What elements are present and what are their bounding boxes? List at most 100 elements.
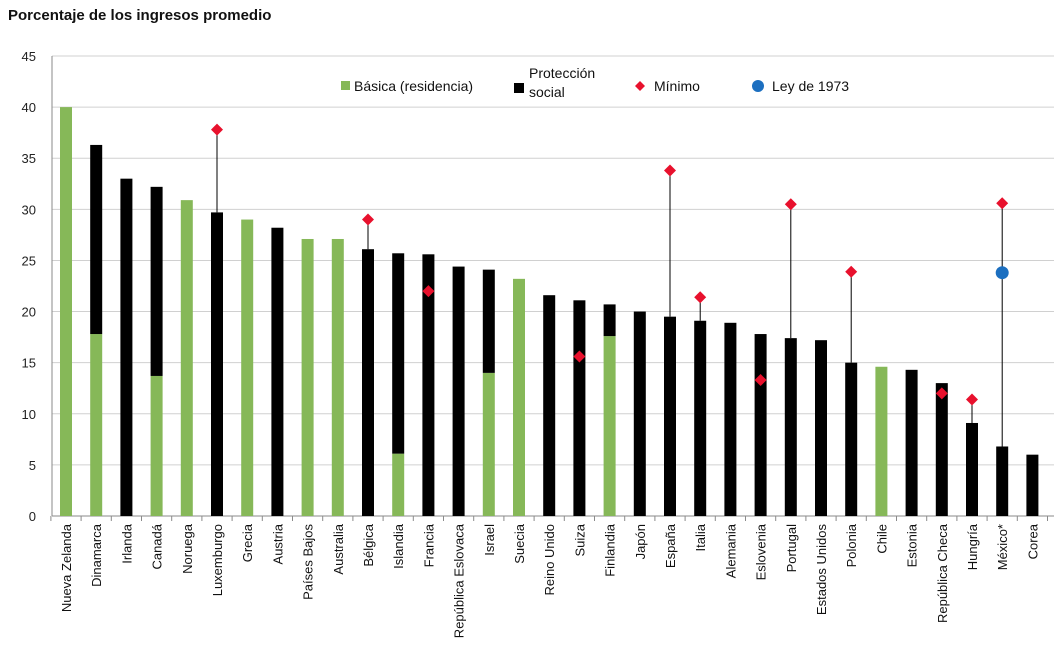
bar-proteccion (845, 363, 857, 516)
x-category-label: Australia (331, 523, 346, 574)
x-category-label: Austria (270, 523, 285, 564)
bar-proteccion (936, 383, 948, 516)
legend-swatch-proteccion (514, 83, 524, 93)
minimo-marker (996, 197, 1008, 209)
x-category-label: Alemania (723, 523, 738, 578)
x-category-label: Polonia (844, 523, 859, 567)
bar-basica (151, 376, 163, 516)
x-category-label: Nueva Zelanda (59, 523, 74, 612)
y-tick-label: 45 (22, 49, 36, 64)
bar-proteccion (785, 338, 797, 516)
x-category-label: Noruega (180, 523, 195, 574)
y-tick-label: 35 (22, 151, 36, 166)
y-axis-ticks: 0 5 10 15 20 25 30 35 40 45 (22, 49, 36, 524)
y-tick-label: 10 (22, 407, 36, 422)
minimo-marker (845, 266, 857, 278)
minimo-marker (362, 214, 374, 226)
bar-basica (241, 220, 253, 516)
x-category-label: Irlanda (119, 523, 134, 564)
x-category-label: República Checa (935, 523, 950, 623)
x-category-label: Portugal (784, 524, 799, 573)
bar-proteccion (755, 334, 767, 516)
bar-basica (513, 279, 525, 516)
legend-label-proteccion-line1: Protección (529, 65, 595, 81)
y-tick-label: 5 (29, 458, 36, 473)
bar-basica (392, 454, 404, 516)
bar-proteccion (573, 300, 585, 516)
bar-proteccion (966, 423, 978, 516)
bar-basica (332, 239, 344, 516)
bar-basica (181, 200, 193, 516)
x-category-label: Dinamarca (89, 523, 104, 587)
bar-proteccion (694, 321, 706, 516)
legend-label-basica: Básica (residencia) (354, 78, 473, 94)
x-axis-categories: Nueva Zelanda Dinamarca Irlanda Canadá Norue… (59, 523, 1054, 638)
x-category-label: Suiza (572, 523, 587, 556)
bar-proteccion (815, 340, 827, 516)
bar-proteccion (271, 228, 283, 516)
x-category-label: Países Bajos (301, 524, 316, 600)
bar-proteccion (664, 317, 676, 516)
x-category-label: España (663, 523, 678, 568)
minimo-marker (664, 164, 676, 176)
legend-label-proteccion: Protección social (529, 65, 595, 100)
x-category-label: Israel (482, 524, 497, 556)
legend-label-proteccion-line2: social (529, 84, 565, 100)
x-category-label: Finlandia (603, 523, 618, 577)
x-category-label: Hungría (965, 523, 980, 570)
y-tick-label: 30 (22, 202, 36, 217)
x-category-label: Canadá (150, 523, 165, 569)
bar-proteccion (453, 267, 465, 516)
minimo-marker (966, 393, 978, 405)
bar-basica (302, 239, 314, 516)
legend-label-minimo: Mínimo (654, 78, 700, 94)
x-category-label: Luxemburgo (210, 524, 225, 596)
bar-proteccion (90, 145, 102, 334)
x-category-label: Grecia (240, 523, 255, 562)
y-tick-label: 15 (22, 356, 36, 371)
legend-swatch-ley1973 (752, 80, 764, 92)
x-category-label: Islandia (391, 523, 406, 569)
bar-proteccion (151, 187, 163, 376)
minimo-marker (211, 124, 223, 136)
y-tick-label: 25 (22, 253, 36, 268)
legend: Básica (residencia) Protección social Mínim… (341, 65, 849, 100)
bar-proteccion (483, 270, 495, 373)
bar-proteccion (1026, 455, 1038, 516)
legend-label-ley1973: Ley de 1973 (772, 78, 849, 94)
y-tick-label: 40 (22, 100, 36, 115)
x-category-label: Estonia (905, 523, 920, 567)
bar-basica (875, 367, 887, 516)
bar-proteccion (634, 312, 646, 516)
bar-proteccion (996, 446, 1008, 516)
x-category-label: República Eslovaca (452, 523, 467, 638)
bar-basica (604, 336, 616, 516)
x-category-label: Bélgica (361, 523, 376, 566)
minimo-marker (785, 198, 797, 210)
bar-proteccion (543, 295, 555, 516)
y-tick-label: 0 (29, 509, 36, 524)
bar-proteccion (392, 253, 404, 453)
x-category-label: Eslovenia (754, 523, 769, 580)
x-category-label: México* (995, 524, 1010, 570)
ley-1973-marker (996, 266, 1009, 279)
x-category-label: Italia (693, 523, 708, 551)
bar-proteccion (604, 304, 616, 336)
x-category-label: Francia (421, 523, 436, 567)
bar-basica (483, 373, 495, 516)
bar-proteccion (120, 179, 132, 516)
y-tick-label: 20 (22, 305, 36, 320)
x-category-label: Chile (874, 524, 889, 554)
x-category-label: Reino Unido (542, 524, 557, 596)
bar-proteccion (362, 249, 374, 516)
bar-proteccion (906, 370, 918, 516)
x-category-label: Suecia (512, 523, 527, 564)
minimo-marker (694, 291, 706, 303)
bar-proteccion (211, 212, 223, 516)
x-category-label: Japón (633, 524, 648, 559)
bar-basica (90, 334, 102, 516)
x-category-label: Estados Unidos (814, 524, 829, 616)
legend-swatch-basica (341, 81, 350, 90)
legend-swatch-minimo (635, 81, 645, 91)
